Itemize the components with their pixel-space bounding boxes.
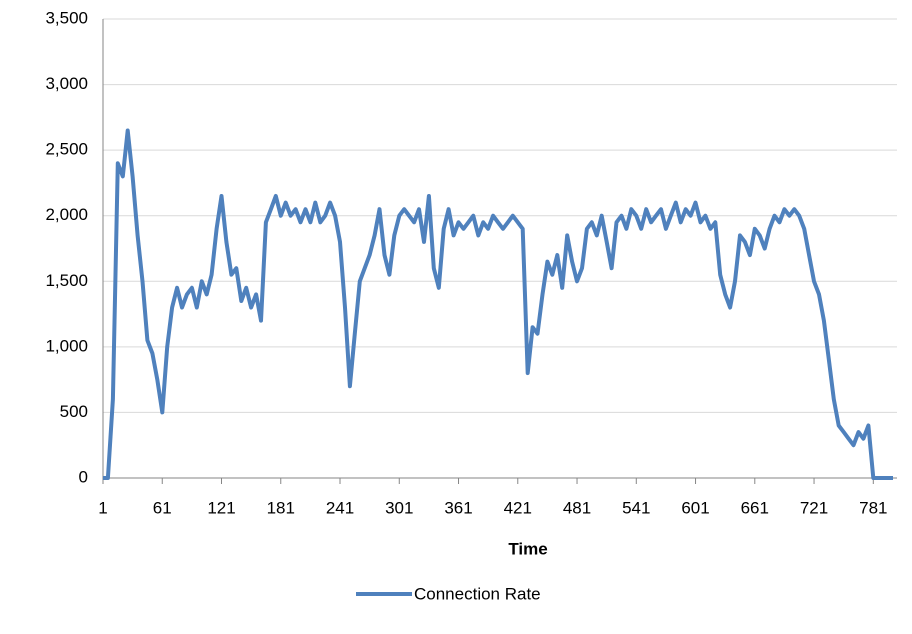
y-tick-label: 0 [79, 467, 88, 486]
x-tick-label: 121 [207, 498, 235, 517]
y-tick-label: 1,000 [45, 336, 88, 355]
x-tick-label: 1 [98, 498, 107, 517]
x-tick-label: 181 [267, 498, 295, 517]
x-tick-label: 61 [153, 498, 172, 517]
x-tick-label: 421 [504, 498, 532, 517]
y-tick-label: 3,500 [45, 8, 88, 27]
y-tick-label: 2,500 [45, 140, 88, 159]
x-tick-label: 541 [622, 498, 650, 517]
y-tick-label: 2,000 [45, 205, 88, 224]
x-tick-label: 481 [563, 498, 591, 517]
x-tick-label: 781 [859, 498, 887, 517]
y-tick-label: 1,500 [45, 271, 88, 290]
x-axis-title: Time [508, 539, 547, 558]
x-tick-label: 241 [326, 498, 354, 517]
x-tick-label: 721 [800, 498, 828, 517]
y-tick-label: 3,000 [45, 74, 88, 93]
x-tick-label: 601 [681, 498, 709, 517]
x-tick-label: 661 [741, 498, 769, 517]
legend-label: Connection Rate [414, 584, 541, 603]
x-tick-label: 301 [385, 498, 413, 517]
y-tick-label: 500 [60, 402, 88, 421]
x-tick-label: 361 [444, 498, 472, 517]
data-line [103, 128, 893, 480]
